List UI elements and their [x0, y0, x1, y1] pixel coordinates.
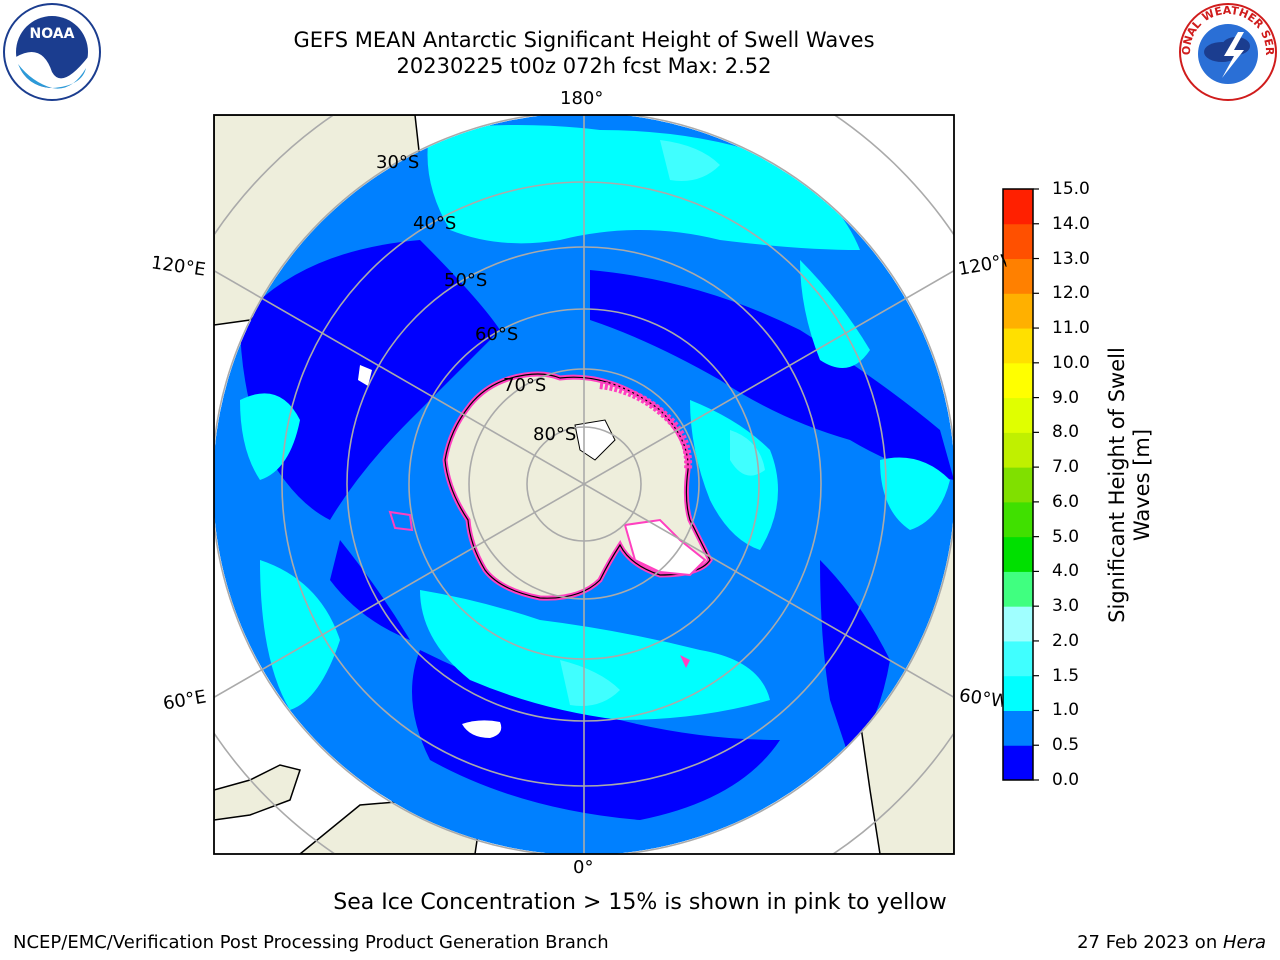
colorbar-segment — [1003, 606, 1033, 642]
lat-label-60s: 60°S — [475, 324, 519, 345]
footer-date-text: 27 Feb 2023 on — [1077, 932, 1223, 953]
lat-label-80s: 80°S — [533, 424, 577, 445]
graticule — [214, 115, 954, 854]
colorbar-tick-label: 0.0 — [1052, 770, 1080, 790]
colorbar-title: Significant Height of Swell Waves [m] — [1105, 325, 1155, 645]
colorbar-title-line-2: Waves [m] — [1130, 428, 1154, 542]
title-line-2: 20230225 t00z 072h fcst Max: 2.52 — [396, 54, 772, 78]
colorbar-tick-label: 13.0 — [1052, 248, 1090, 269]
lat-label-40s: 40°S — [413, 213, 457, 234]
colorbar-tick-label: 8.0 — [1052, 422, 1080, 443]
lat-label-30s: 30°S — [376, 152, 420, 173]
colorbar-segment — [1003, 745, 1033, 781]
colorbar-segment — [1003, 536, 1033, 572]
colorbar-tick-label: 12.0 — [1052, 283, 1090, 304]
title-line-1: GEFS MEAN Antarctic Significant Height o… — [293, 28, 875, 52]
sea-ice-note: Sea Ice Concentration > 15% is shown in … — [333, 890, 947, 915]
map-frame — [213, 114, 955, 855]
svg-text:NOAA: NOAA — [30, 26, 75, 42]
colorbar-tick-label: 3.0 — [1052, 596, 1080, 617]
colorbar-tick-label: 4.0 — [1052, 561, 1080, 582]
colorbar-frame — [1002, 188, 1034, 781]
colorbar-title-line-1: Significant Height of Swell — [1105, 347, 1129, 623]
noaa-logo: NOAA — [3, 3, 101, 101]
colorbar-tick-label: 15.0 — [1052, 179, 1090, 199]
colorbar-tick-label: 9.0 — [1052, 387, 1080, 408]
colorbar-tick-label: 5.0 — [1052, 526, 1080, 547]
colorbar-segment — [1003, 432, 1033, 468]
colorbar-tick-label: 14.0 — [1052, 213, 1090, 234]
colorbar-segment — [1003, 640, 1033, 677]
colorbar-tick-label: 10.0 — [1052, 352, 1090, 373]
colorbar — [1002, 188, 1039, 781]
lat-label-50s: 50°S — [444, 270, 488, 291]
colorbar-segment — [1003, 501, 1033, 538]
colorbar-tick-label: 1.0 — [1052, 700, 1080, 721]
colorbar-segment — [1003, 710, 1033, 746]
colorbar-tick-label: 11.0 — [1052, 318, 1090, 339]
colorbar-segment — [1003, 467, 1033, 503]
footer-date: 27 Feb 2023 on Hera — [1077, 932, 1266, 953]
lat-label-70s: 70°S — [503, 375, 547, 396]
colorbar-segment — [1003, 223, 1033, 260]
nws-logo: NATIONAL WEATHER SERVICE — [1178, 2, 1277, 101]
colorbar-segment — [1003, 397, 1033, 433]
colorbar-tick-label: 7.0 — [1052, 457, 1080, 478]
colorbar-segment — [1003, 362, 1033, 399]
footer-host: Hera — [1222, 932, 1266, 953]
lon-label-top: 180° — [560, 88, 604, 109]
colorbar-tick-label: 2.0 — [1052, 630, 1080, 651]
colorbar-segment — [1003, 189, 1033, 225]
colorbar-tick-label: 6.0 — [1052, 491, 1080, 512]
colorbar-segment — [1003, 675, 1033, 711]
colorbar-segment — [1003, 258, 1033, 294]
colorbar-segment — [1003, 571, 1033, 607]
footer-branch: NCEP/EMC/Verification Post Processing Pr… — [13, 932, 609, 953]
colorbar-tick-label: 1.5 — [1052, 665, 1080, 686]
antarctica — [388, 371, 713, 668]
lon-label-bottom: 0° — [573, 857, 594, 878]
colorbar-tick-label: 0.5 — [1052, 735, 1080, 756]
colorbar-segment — [1003, 293, 1033, 329]
colorbar-segment — [1003, 328, 1033, 364]
